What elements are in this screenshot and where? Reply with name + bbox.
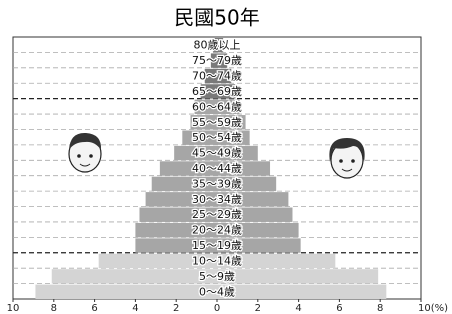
boy-face: [69, 133, 101, 172]
age-label: 45～49歲: [192, 146, 242, 160]
x-tick-label: 8: [51, 303, 57, 314]
x-tick-label: 2: [173, 303, 179, 314]
chart-title: 民國50年: [174, 6, 259, 30]
bar-left: [52, 269, 217, 283]
age-label: 30～34歲: [192, 192, 242, 206]
bar-right: [217, 269, 378, 283]
age-label: 20～24歲: [192, 223, 242, 237]
age-label: 15～19歲: [192, 238, 242, 252]
age-label: 40～44歲: [192, 161, 242, 175]
age-label: 55～59歲: [192, 115, 242, 129]
x-tick-label: 4: [132, 303, 138, 314]
age-label: 75～79歲: [192, 53, 242, 67]
age-label: 50～54歲: [192, 130, 242, 144]
girl-face: [329, 138, 364, 178]
x-tick-label: 4: [295, 303, 301, 314]
x-tick-label: 6: [336, 303, 342, 314]
x-tick-label: 10: [7, 303, 20, 314]
x-tick-label: 8: [377, 303, 383, 314]
x-tick-label: 6: [91, 303, 97, 314]
x-tick-label: 10(%): [418, 303, 448, 314]
age-label: 25～29歲: [192, 207, 242, 221]
age-label: 60～64歲: [192, 99, 242, 113]
age-label: 35～39歲: [192, 176, 242, 190]
bar-left: [35, 285, 217, 299]
age-label: 10～14歲: [192, 253, 242, 267]
chart: 民國50年 0～4歲5～9歲 10～14歲15～19歲20～24歲 25～29歲30…: [0, 0, 452, 314]
bar-right: [217, 285, 386, 299]
age-label: 5～9歲: [199, 269, 235, 283]
x-tick-label: 2: [255, 303, 261, 314]
x-tick-label: 0: [214, 303, 220, 314]
age-label: 70～74歲: [192, 69, 242, 83]
age-label: 0～4歲: [199, 284, 235, 298]
age-label: 80歲以上: [194, 38, 241, 52]
age-label: 65～69歲: [192, 84, 242, 98]
